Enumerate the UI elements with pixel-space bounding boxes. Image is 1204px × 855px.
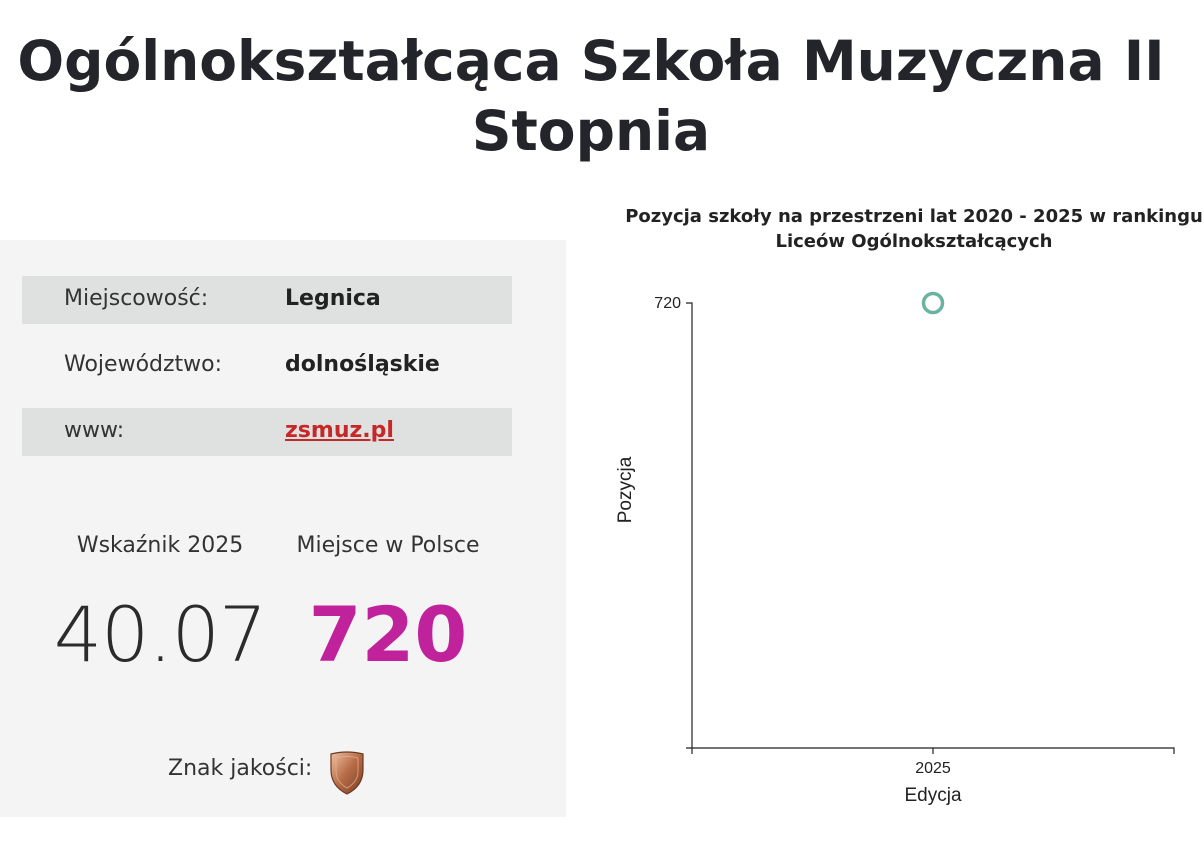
x-tick-label: 2025 [915,760,951,777]
school-info-panel: Miejscowość: Legnica Województwo: dolnoś… [0,240,566,817]
index-value: 40.07 [53,590,268,679]
info-row-voivodeship: Województwo: dolnośląskie [22,342,512,390]
rank-value: 720 [308,590,468,679]
info-row-www: www: zsmuz.pl [22,408,512,456]
rank-history-chart: 2025 720 Pozycja Edycja [615,291,1175,806]
chart-title: Pozycja szkoły na przestrzeni lat 2020 -… [625,206,1203,252]
city-label: Miejscowość: [64,286,209,311]
website-link[interactable]: zsmuz.pl [285,418,394,443]
plot-area: 2025 720 [654,291,1175,777]
page-title: Ogólnokształcąca Szkoła Muzyczna II Stop… [17,29,1165,163]
y-axis-line [686,302,693,749]
y-axis-title: Pozycja [615,456,636,523]
quality-label: Znak jakości: [168,756,313,781]
data-point [921,291,945,315]
y-tick-label: 720 [654,295,681,312]
www-label: www: [64,418,125,443]
voivodeship-value: dolnośląskie [285,352,440,377]
x-axis-title: Edycja [904,785,961,806]
info-row-city: Miejscowość: Legnica [22,276,512,324]
rank-label: Miejsce w Polsce [296,533,480,558]
bronze-shield-icon [330,751,364,795]
www-value: zsmuz.pl [285,418,394,443]
voivodeship-label: Województwo: [64,352,223,377]
city-value: Legnica [285,286,381,311]
index-label: Wskaźnik 2025 [76,533,244,558]
